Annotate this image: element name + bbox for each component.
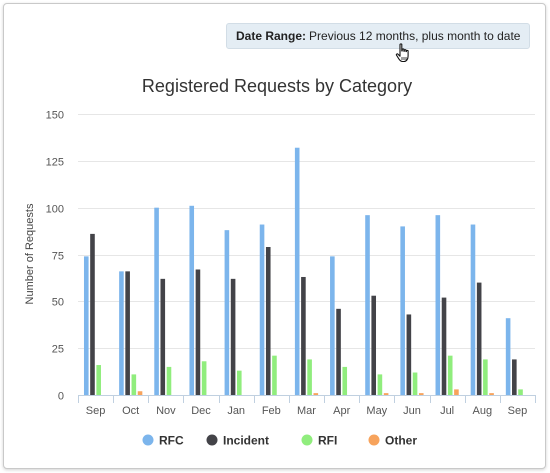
bar-rfc-aug[interactable]: [470, 224, 476, 395]
bar-rfi-nov[interactable]: [166, 366, 172, 395]
bar-rfc-apr[interactable]: [330, 256, 335, 395]
bar-incident-dec[interactable]: [195, 269, 201, 395]
bar-incident-aug[interactable]: [476, 282, 482, 395]
bar-rfc-sep[interactable]: [83, 256, 89, 395]
date-range-label: Date Range:: [236, 29, 307, 43]
x-tick-label: Sep: [508, 405, 528, 417]
y-tick-label: 25: [52, 344, 64, 356]
bar-rfc-nov[interactable]: [154, 207, 159, 395]
legend-item-rfi[interactable]: RFI: [301, 434, 338, 448]
bar-rfi-apr[interactable]: [342, 366, 348, 395]
x-tick-label: Aug: [473, 405, 493, 417]
legend-label-incident: Incident: [223, 434, 269, 448]
y-axis-ticks: 0 25 50 75 100 125 150: [46, 110, 64, 403]
x-tick-label: Jan: [227, 405, 245, 417]
x-tick-label: May: [366, 405, 387, 417]
bar-incident-apr[interactable]: [336, 308, 341, 395]
bar-rfi-sep[interactable]: [96, 365, 101, 395]
legend-marker-incident: [206, 434, 218, 446]
x-tick-label: Dec: [191, 405, 211, 417]
bar-other-jun[interactable]: [418, 393, 424, 395]
hand-pointer-icon: [395, 43, 409, 63]
x-tick-label: Jun: [403, 405, 421, 417]
bar-incident-oct[interactable]: [125, 271, 130, 395]
grid-lines: [78, 114, 535, 349]
legend-marker-rfi: [301, 434, 313, 446]
x-tick-label: Jul: [440, 405, 454, 417]
bar-incident-jan[interactable]: [230, 278, 236, 395]
bar-rfi-jul[interactable]: [447, 355, 453, 395]
bar-series: [83, 147, 523, 395]
bar-rfc-may[interactable]: [365, 215, 370, 395]
legend: RFC Incident RFI Other: [142, 434, 418, 448]
y-tick-label: 50: [52, 297, 64, 309]
legend-item-incident[interactable]: Incident: [206, 434, 270, 448]
bar-rfc-mar[interactable]: [294, 147, 300, 395]
bar-rfi-oct[interactable]: [131, 374, 137, 395]
y-tick-label: 0: [58, 391, 64, 403]
x-tick-label: Nov: [156, 405, 176, 417]
y-tick-label: 150: [46, 110, 64, 122]
bar-other-aug[interactable]: [489, 393, 494, 395]
bar-rfi-jan[interactable]: [236, 370, 242, 395]
legend-marker-rfc: [142, 434, 154, 446]
bar-rfc-jun[interactable]: [400, 226, 405, 395]
x-tick-label: Oct: [122, 405, 139, 417]
bar-incident-sep[interactable]: [512, 359, 517, 395]
bar-rfc-feb[interactable]: [259, 224, 265, 395]
y-tick-label: 125: [46, 157, 64, 169]
bar-other-may[interactable]: [383, 393, 389, 395]
x-tick-label: Sep: [86, 405, 106, 417]
bar-rfc-jul[interactable]: [435, 215, 441, 395]
bar-incident-nov[interactable]: [160, 278, 166, 395]
bar-incident-may[interactable]: [371, 295, 377, 395]
bar-incident-feb[interactable]: [265, 247, 271, 395]
bar-other-jul[interactable]: [454, 389, 459, 395]
bar-incident-jul[interactable]: [441, 297, 447, 395]
bar-rfi-jun[interactable]: [412, 372, 418, 395]
legend-label-rfi: RFI: [318, 434, 337, 448]
legend-marker-other: [368, 434, 380, 446]
date-range-value: Previous 12 months, plus month to date: [309, 29, 521, 43]
bar-incident-sep[interactable]: [90, 233, 95, 395]
bar-rfc-dec[interactable]: [189, 205, 195, 395]
legend-label-rfc: RFC: [159, 434, 184, 448]
bar-rfi-feb[interactable]: [272, 355, 277, 395]
x-axis: Sep Oct Nov Dec Jan Feb Mar Apr May Jun Jul Aug Sep: [78, 395, 536, 417]
x-tick-label: Mar: [297, 405, 316, 417]
bar-rfi-sep[interactable]: [518, 389, 523, 395]
legend-label-other: Other: [385, 434, 417, 448]
y-axis-label: Number of Requests: [24, 203, 36, 304]
date-range-badge[interactable]: Date Range: Previous 12 months, plus mont…: [226, 23, 531, 49]
bar-rfc-oct[interactable]: [119, 271, 124, 395]
chart-title: Registered Requests by Category: [142, 76, 412, 96]
y-tick-label: 75: [52, 251, 64, 263]
bar-rfi-aug[interactable]: [483, 359, 488, 395]
bar-rfc-jan[interactable]: [224, 230, 230, 395]
legend-item-other[interactable]: Other: [368, 434, 418, 448]
bar-other-oct[interactable]: [137, 391, 143, 395]
bar-incident-jun[interactable]: [406, 314, 412, 395]
bar-rfc-sep[interactable]: [505, 318, 511, 395]
x-tick-label: Apr: [333, 405, 350, 417]
legend-item-rfc[interactable]: RFC: [142, 434, 184, 448]
bar-other-mar[interactable]: [313, 393, 319, 395]
x-tick-label: Feb: [262, 405, 281, 417]
bar-rfi-dec[interactable]: [201, 361, 207, 395]
bar-rfi-mar[interactable]: [307, 359, 312, 395]
y-tick-label: 100: [46, 204, 64, 216]
bar-rfi-may[interactable]: [377, 374, 383, 395]
bar-incident-mar[interactable]: [301, 276, 306, 395]
